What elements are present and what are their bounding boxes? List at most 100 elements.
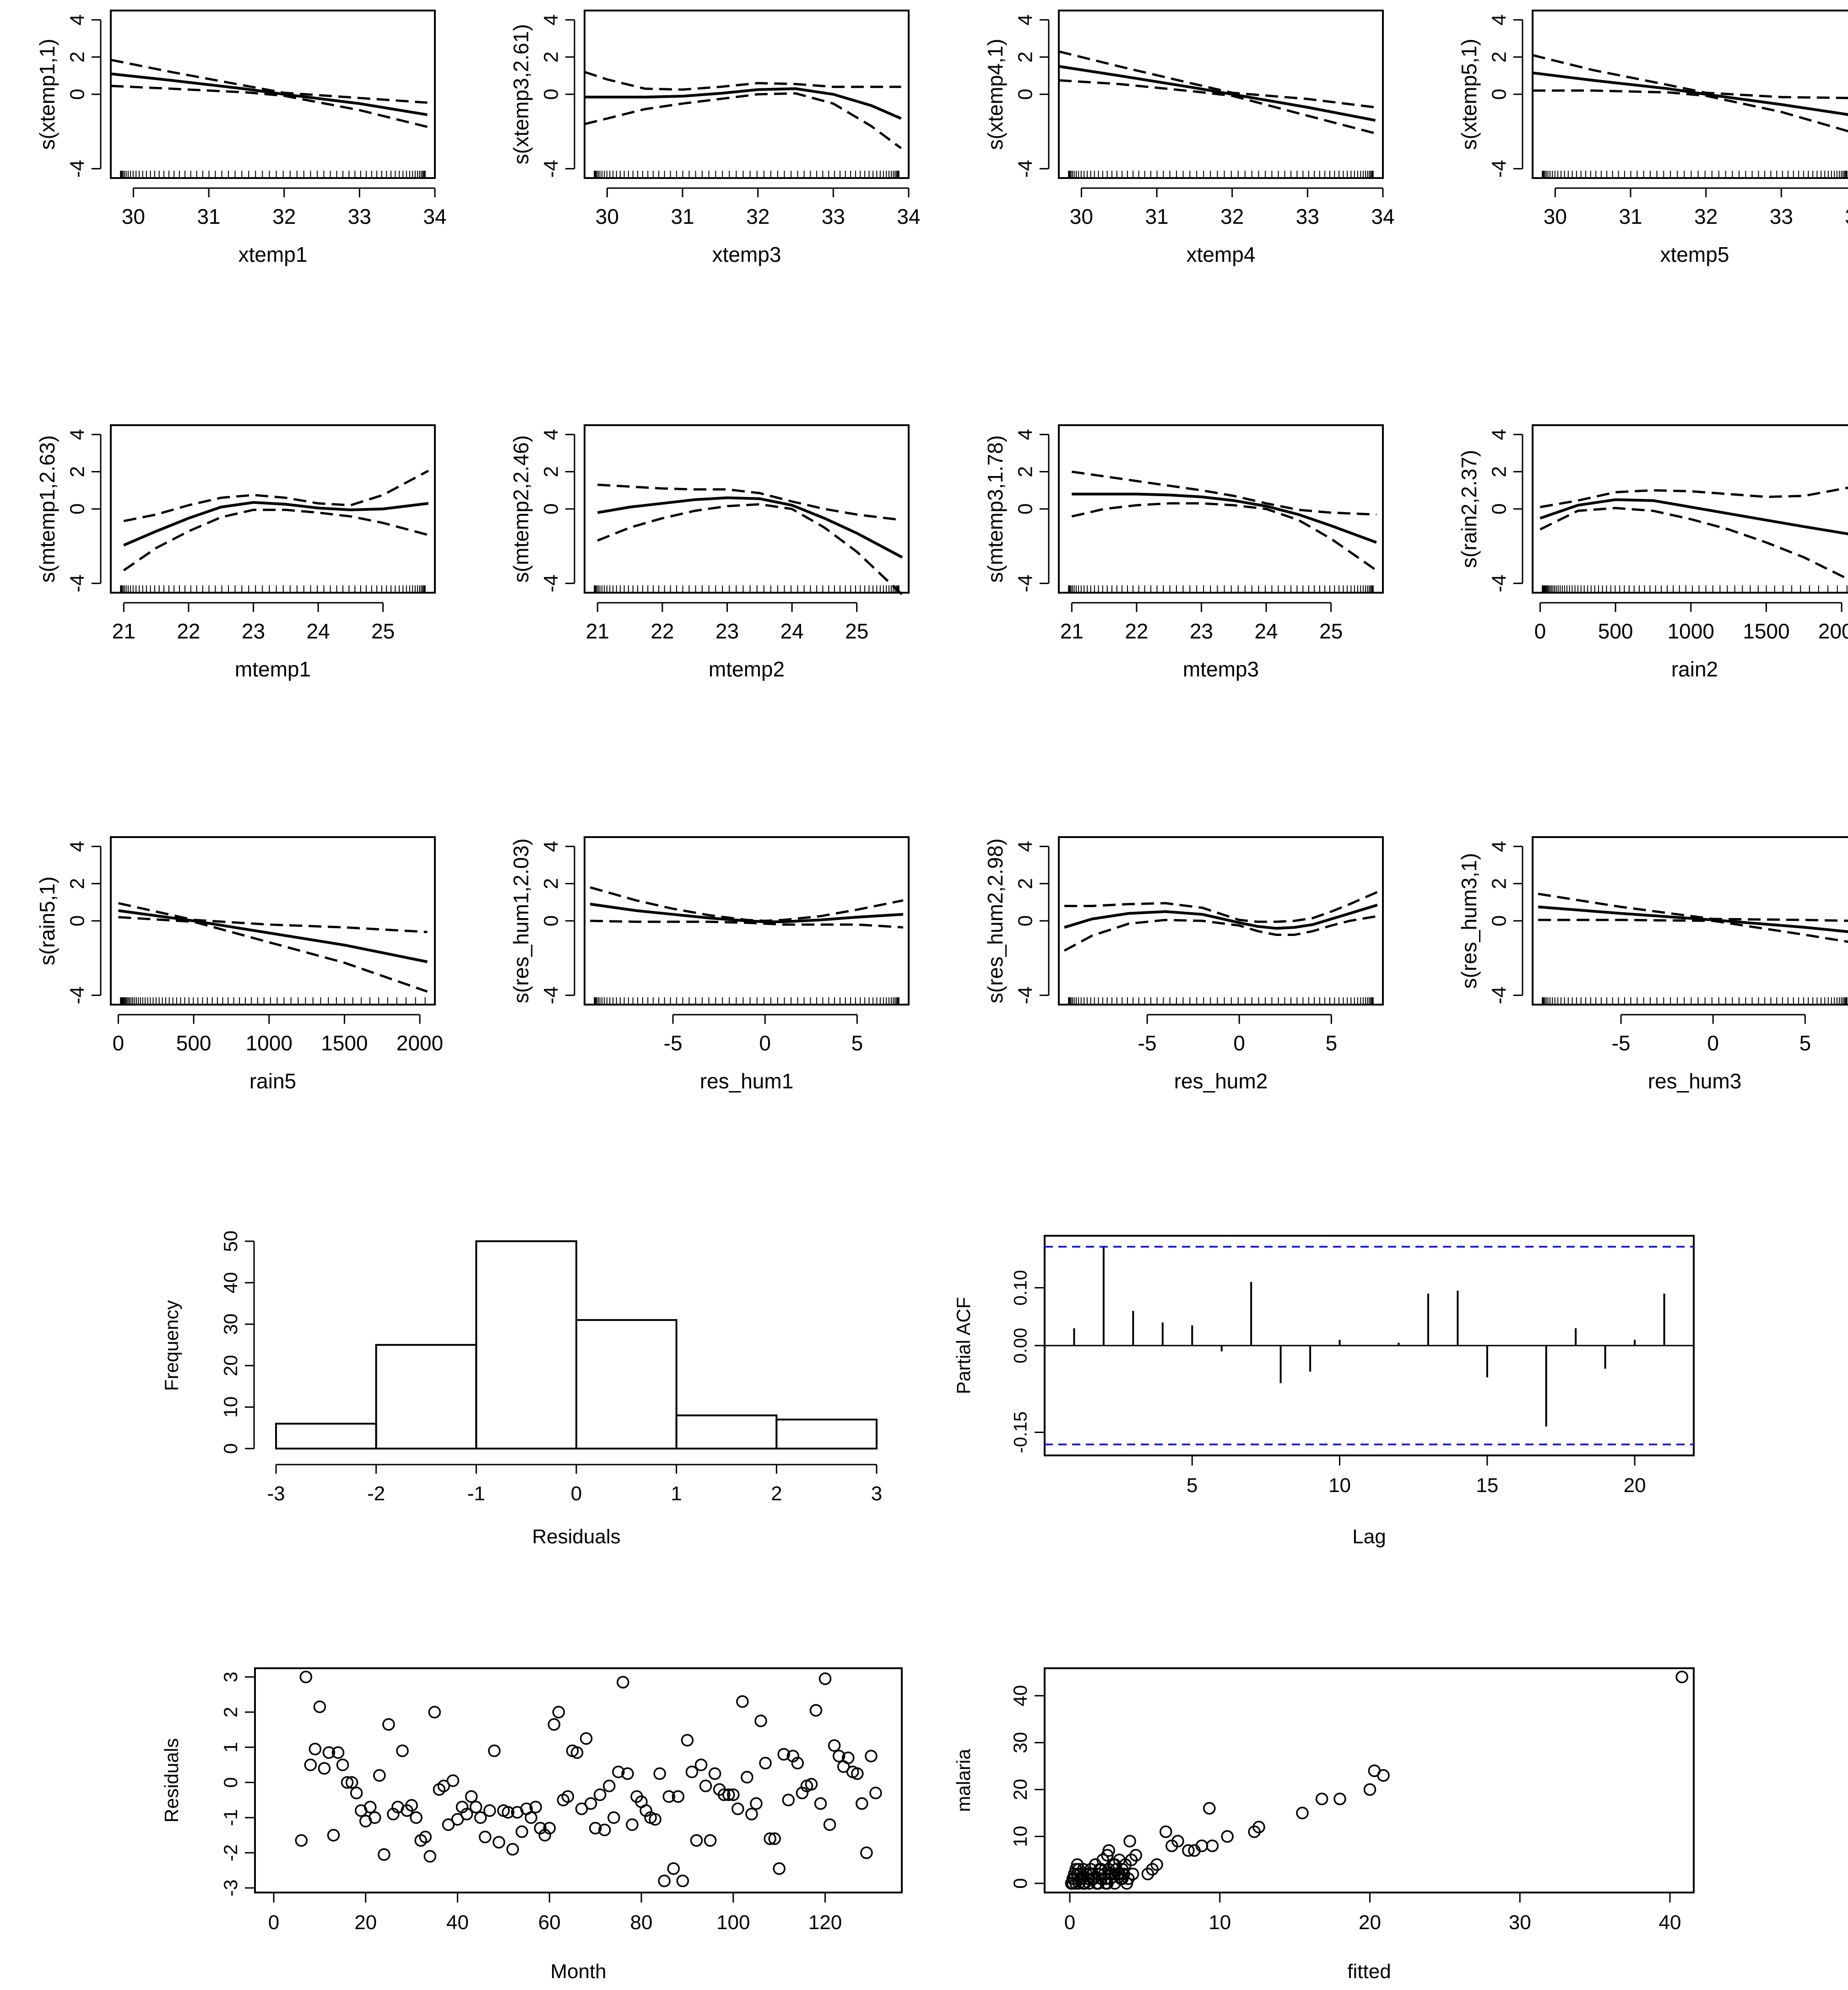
scatter-point	[1206, 1839, 1219, 1852]
scatter-point	[828, 1739, 841, 1752]
x-tick-label: -5	[1138, 1031, 1157, 1055]
plot-frame-residuals-time	[254, 1667, 903, 1893]
y-tick-label: 2	[1014, 878, 1037, 889]
x-tick-label: 2000	[1818, 619, 1848, 643]
x-tick-label: 33	[1770, 205, 1793, 228]
y-tick-label: 0	[540, 503, 563, 514]
smooth-lower-line-6	[1071, 502, 1377, 572]
x-tick-label: 30	[122, 205, 145, 228]
plot-frame-6	[1058, 424, 1384, 594]
scatter-point	[782, 1794, 795, 1806]
x-tick-label: 33	[822, 205, 845, 228]
histogram-bar	[675, 1414, 778, 1450]
scatter-point	[543, 1822, 556, 1835]
scatter-point	[1363, 1783, 1377, 1796]
scatter-point	[1113, 1867, 1126, 1881]
y-tick-label: 4	[1488, 429, 1511, 440]
y-axis-label-6: s(mtemp3,1.78)	[983, 435, 1007, 583]
scatter-point	[694, 1758, 708, 1771]
scatter-point	[690, 1834, 703, 1847]
x-tick-label: 0	[1064, 1911, 1075, 1934]
smooth-upper-line-2	[1058, 50, 1376, 108]
scatter-point	[1092, 1877, 1105, 1890]
smooth-lower-line-3	[1533, 89, 1848, 133]
x-tick-label: 10	[1328, 1474, 1351, 1497]
scatter-point	[1083, 1867, 1096, 1881]
scatter-point	[717, 1788, 731, 1801]
scatter-point	[851, 1767, 864, 1780]
scatter-point	[653, 1767, 666, 1780]
y-axis-label-hist: Frequency	[161, 1300, 182, 1391]
scatter-point	[1377, 1769, 1390, 1782]
scatter-point	[754, 1714, 767, 1727]
y-axis-label-10: s(res_hum2,2.98)	[983, 838, 1007, 1004]
y-tick-label: 4	[1014, 841, 1037, 852]
y-tick-label: -4	[1488, 160, 1511, 178]
x-tick-label: 24	[1255, 619, 1278, 643]
y-tick-label: 2	[66, 466, 89, 477]
x-tick-label: 500	[1598, 619, 1633, 643]
smooth-upper-line-3	[1532, 54, 1848, 99]
plot-frame-11	[1532, 836, 1848, 1006]
x-tick-label: 22	[177, 619, 200, 643]
scatter-point	[1221, 1830, 1234, 1843]
scatter-point	[327, 1829, 340, 1842]
scatter-point	[322, 1746, 336, 1759]
scatter-point	[1160, 1825, 1172, 1838]
smooth-lower-line-2	[1058, 79, 1376, 135]
y-tick-label: -4	[1014, 574, 1037, 592]
y-tick-label: -4	[66, 986, 89, 1004]
scatter-point	[506, 1843, 519, 1856]
y-tick-label: 0	[1488, 915, 1511, 926]
plot-frame-7	[1532, 424, 1848, 594]
scatter-point	[626, 1818, 639, 1831]
scatter-point	[617, 1676, 629, 1689]
scatter-point	[708, 1767, 721, 1780]
y-axis-label-malaria: malaria	[953, 1749, 974, 1812]
scatter-point	[295, 1834, 308, 1847]
y-tick-label: 2	[1488, 51, 1511, 62]
y-tick-label: 0	[1009, 1878, 1031, 1888]
scatter-point	[727, 1788, 740, 1801]
scatter-point	[704, 1834, 717, 1847]
smooth-upper-line-1	[584, 70, 901, 91]
y-tick-label: -2	[220, 1844, 241, 1861]
scatter-point	[442, 1818, 455, 1831]
scatter-point	[1315, 1792, 1328, 1806]
scatter-point	[488, 1744, 501, 1757]
y-axis-label-9: s(res_hum1,2.03)	[509, 838, 533, 1004]
y-axis-label-7: s(rain2,2.37)	[1457, 450, 1481, 568]
x-axis-label-1: xtemp3	[712, 243, 781, 266]
y-tick-label: 0	[1488, 503, 1511, 514]
scatter-point	[396, 1744, 409, 1757]
scatter-point	[1093, 1863, 1106, 1876]
y-tick-label: 0	[220, 1777, 241, 1788]
scatter-point	[809, 1704, 823, 1717]
scatter-point	[856, 1797, 868, 1810]
x-tick-label: 5	[1799, 1031, 1811, 1055]
x-tick-label: 34	[1845, 205, 1848, 228]
x-tick-label: -2	[367, 1482, 385, 1505]
x-axis-label-month: Month	[550, 1960, 606, 1983]
y-tick-label: 0	[1014, 915, 1037, 926]
x-axis-label-4: mtemp1	[235, 657, 311, 681]
y-tick-label: 0	[220, 1443, 241, 1454]
scatter-point	[515, 1825, 528, 1838]
y-tick-label: 2	[66, 878, 89, 889]
scatter-point	[331, 1746, 345, 1759]
scatter-point	[869, 1786, 882, 1800]
x-tick-label: 1500	[321, 1031, 368, 1055]
x-axis-label-6: mtemp3	[1183, 657, 1259, 681]
histogram-bar	[475, 1240, 578, 1449]
smooth-lower-line-8	[118, 916, 428, 993]
smooth-upper-line-5	[597, 483, 903, 521]
x-tick-label: 21	[112, 619, 135, 643]
y-tick-label: 20	[1009, 1779, 1031, 1801]
y-tick-label: -4	[1488, 574, 1511, 592]
scatter-point	[841, 1751, 855, 1764]
scatter-point	[750, 1797, 763, 1810]
scatter-point	[525, 1811, 537, 1824]
x-tick-label: -3	[267, 1482, 285, 1505]
y-tick-label: 10	[220, 1396, 241, 1418]
